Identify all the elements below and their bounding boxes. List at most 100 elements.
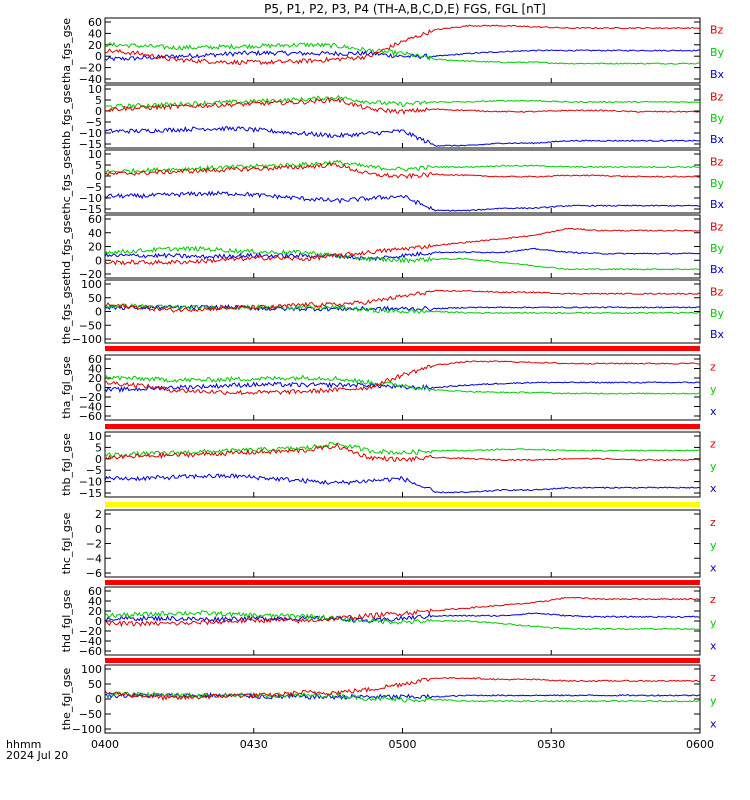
panel-frame [104, 214, 701, 279]
y-axis-label: thb_fgl_gse [60, 433, 73, 496]
legend-x: x [710, 405, 717, 418]
y-tick-label: −20 [79, 391, 102, 404]
legend-Bz: Bz [710, 285, 724, 298]
series-line-z [105, 360, 700, 396]
panel-frame [104, 354, 701, 421]
y-tick-label: −40 [79, 635, 102, 648]
x-tick-label: 0530 [537, 738, 565, 751]
y-tick-label: 0 [95, 453, 102, 466]
x-tick-label: 0500 [389, 738, 417, 751]
series-line-y [105, 691, 700, 703]
y-tick-label: 0 [95, 615, 102, 628]
separator-bar [105, 658, 700, 663]
y-axis-label: thb_fgs_gse [60, 84, 73, 150]
y-tick-label: 0 [95, 105, 102, 118]
y-tick-label: −5 [86, 116, 102, 129]
y-tick-label: −10 [79, 192, 102, 205]
series-line-By [105, 41, 700, 65]
legend-Bx: Bx [710, 133, 725, 146]
legend-z: z [710, 361, 716, 374]
y-tick-label: 20 [88, 372, 102, 385]
separator-bar [105, 346, 700, 351]
series-line-By [105, 245, 700, 271]
legend-y: y [710, 539, 717, 552]
legend-Bz: Bz [710, 220, 724, 233]
y-tick-label: 0 [95, 523, 102, 536]
legend-x: x [710, 639, 717, 652]
y-axis-label: thc_fgs_gse [60, 149, 73, 214]
y-tick-label: 2 [95, 508, 102, 521]
y-tick-label: 0 [95, 170, 102, 183]
y-axis-label: tha_fgl_gse [60, 356, 73, 419]
x-tick-label: 0430 [240, 738, 268, 751]
y-tick-label: 100 [81, 278, 102, 291]
y-tick-label: 50 [88, 678, 102, 691]
legend-By: By [710, 307, 725, 320]
y-tick-label: 0 [95, 693, 102, 706]
y-tick-label: 40 [88, 227, 102, 240]
y-tick-label: 0 [95, 254, 102, 267]
series-line-y [105, 610, 700, 631]
x-axis: 0400 0430 0500 0530 0600 [91, 738, 714, 751]
series-line-Bx [105, 125, 700, 147]
legend-By: By [710, 112, 725, 125]
y-tick-label: 100 [81, 663, 102, 676]
series-line-x [105, 473, 700, 494]
legend-By: By [710, 46, 725, 59]
series-line-Bz [105, 162, 700, 180]
separator-bar [105, 424, 700, 429]
x-label-date: 2024 Jul 20 [6, 749, 68, 762]
y-axis-label: the_fgl_gse [60, 668, 73, 731]
y-tick-label: 60 [88, 585, 102, 598]
legend-z: z [710, 593, 716, 606]
legend-Bz: Bz [710, 24, 724, 37]
y-tick-label: 5 [95, 441, 102, 454]
series-line-Bz [105, 97, 700, 116]
x-label-hhmm: hhmm [6, 738, 41, 751]
y-tick-label: −60 [79, 410, 102, 423]
y-tick-label: 5 [95, 94, 102, 107]
legend-Bx: Bx [710, 198, 725, 211]
series-line-y [105, 441, 700, 458]
series-line-z [105, 676, 700, 702]
x-tick-label: 0600 [686, 738, 714, 751]
y-tick-label: −5 [86, 464, 102, 477]
y-axis-label: thd_fgl_gse [60, 589, 73, 652]
y-tick-label: −6 [86, 567, 102, 580]
y-tick-label: −50 [79, 708, 102, 721]
legend-Bz: Bz [710, 155, 724, 168]
y-axis-label: the_fgs_gse [60, 279, 73, 344]
series-line-Bx [105, 49, 700, 62]
legend-Bx: Bx [710, 68, 725, 81]
series-line-Bz [105, 227, 700, 266]
y-tick-label: −5 [86, 181, 102, 194]
y-tick-label: 60 [88, 213, 102, 226]
legend-x: x [710, 717, 717, 730]
y-axis-label: thd_fgs_gse [60, 214, 73, 280]
separator-bar [105, 580, 700, 585]
panel-frame [104, 84, 701, 149]
y-tick-label: 20 [88, 241, 102, 254]
y-tick-label: 20 [88, 39, 102, 52]
y-tick-label: −2 [86, 538, 102, 551]
series-line-By [105, 159, 700, 174]
series-line-y [105, 374, 700, 395]
series-line-x [105, 612, 700, 624]
y-tick-label: 0 [95, 382, 102, 395]
y-tick-label: 10 [88, 430, 102, 443]
series-line-By [105, 94, 700, 109]
panel-frame [104, 509, 701, 578]
y-tick-label: −20 [79, 62, 102, 75]
series-line-z [105, 442, 700, 463]
y-tick-label: 5 [95, 159, 102, 172]
panel-thc_fgl_gse: 2 0 −2−4 −6 thc_fgl_gse zyx [60, 508, 717, 580]
chart-title: P5, P1, P2, P3, P4 (TH-A,B,C,D,E) FGS, F… [264, 2, 546, 16]
y-tick-label: −20 [79, 268, 102, 281]
y-tick-label: 40 [88, 363, 102, 376]
